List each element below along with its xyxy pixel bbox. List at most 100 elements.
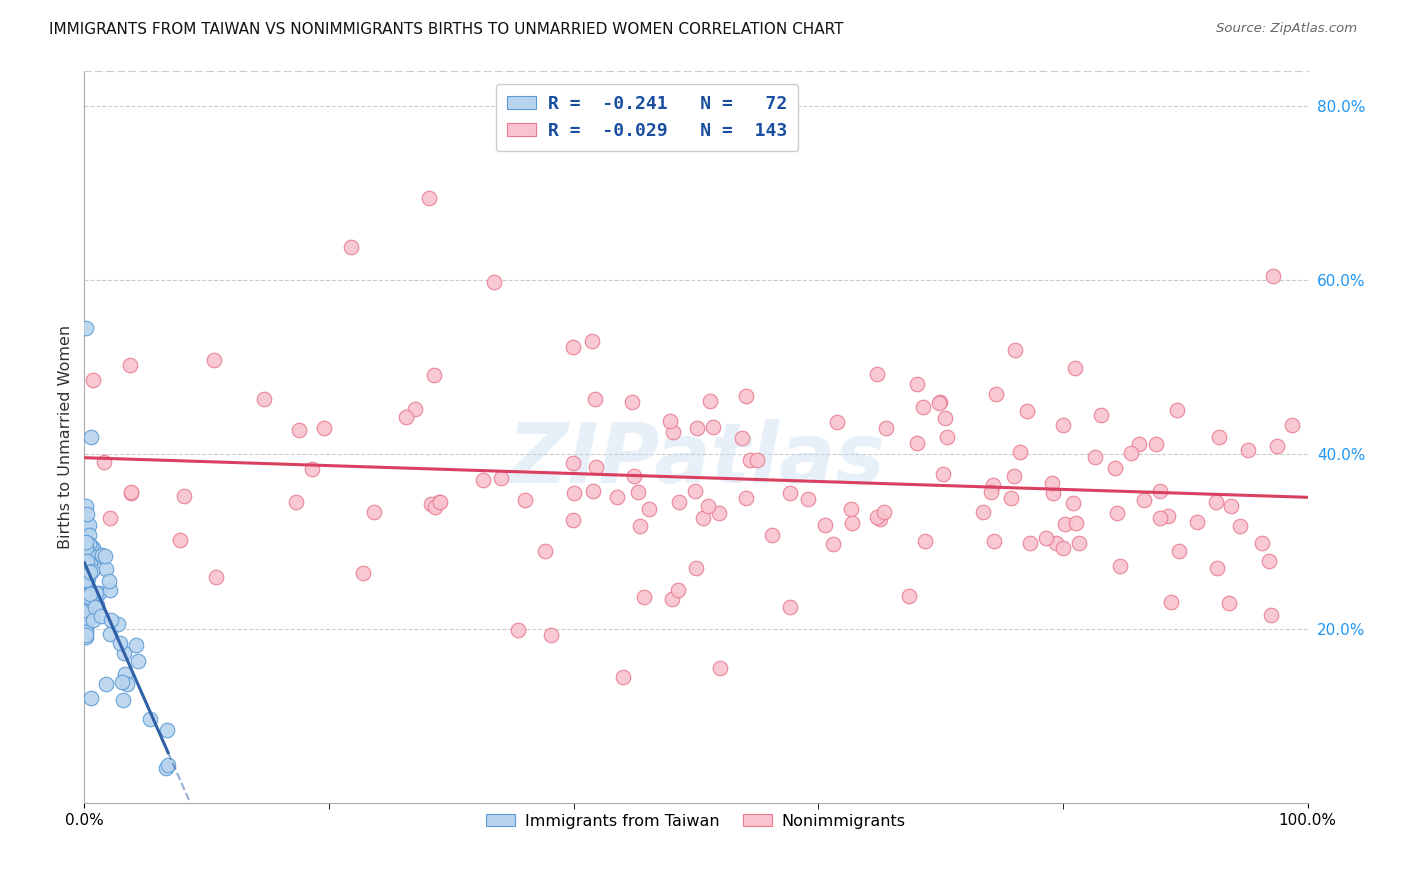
Point <box>928 396 950 410</box>
Point <box>84 550 107 565</box>
Point <box>363 505 385 519</box>
Point <box>91 548 114 562</box>
Point <box>1017 403 1039 417</box>
Point <box>873 505 896 519</box>
Point <box>79 586 101 600</box>
Point <box>731 431 754 445</box>
Point <box>709 506 731 520</box>
Point <box>1208 430 1230 444</box>
Point <box>1260 608 1282 623</box>
Point <box>1008 445 1031 459</box>
Point <box>429 495 451 509</box>
Point <box>107 616 129 631</box>
Point <box>1121 446 1143 460</box>
Point <box>1220 499 1243 513</box>
Point <box>666 582 689 597</box>
Point <box>79 591 101 605</box>
Point <box>173 489 195 503</box>
Point <box>1000 491 1022 505</box>
Point <box>583 392 606 407</box>
Legend: Immigrants from Taiwan, Nonimmigrants: Immigrants from Taiwan, Nonimmigrants <box>479 807 912 835</box>
Point <box>740 453 762 467</box>
Point <box>90 608 112 623</box>
Point <box>314 421 336 435</box>
Point <box>75 516 97 530</box>
Point <box>1251 536 1274 550</box>
Point <box>76 590 98 604</box>
Point <box>668 495 690 509</box>
Point <box>1205 494 1227 508</box>
Point <box>606 490 628 504</box>
Point <box>87 586 110 600</box>
Point <box>685 421 707 435</box>
Point <box>108 636 131 650</box>
Text: ZIPatlas: ZIPatlas <box>508 418 884 500</box>
Point <box>98 511 121 525</box>
Point <box>912 400 935 414</box>
Point <box>120 485 142 500</box>
Point <box>582 484 605 499</box>
Point <box>875 420 897 434</box>
Point <box>76 605 98 619</box>
Point <box>869 512 891 526</box>
Point <box>1168 544 1191 558</box>
Point <box>202 353 225 368</box>
Point <box>82 541 104 556</box>
Point <box>683 484 706 499</box>
Point <box>1157 508 1180 523</box>
Point <box>75 524 97 539</box>
Point <box>76 612 98 626</box>
Point <box>1229 518 1251 533</box>
Point <box>340 240 363 254</box>
Point <box>612 669 634 683</box>
Point <box>1144 437 1167 451</box>
Point <box>75 534 97 549</box>
Point <box>1062 496 1084 510</box>
Point <box>1149 511 1171 525</box>
Point <box>76 611 98 625</box>
Point <box>76 571 98 585</box>
Point <box>139 712 162 726</box>
Point <box>75 541 97 556</box>
Point <box>1166 403 1188 417</box>
Point <box>1187 515 1209 529</box>
Point <box>155 761 177 775</box>
Point <box>418 191 440 205</box>
Point <box>662 425 685 440</box>
Point <box>491 471 513 485</box>
Point <box>205 570 228 584</box>
Point <box>1236 442 1258 457</box>
Point <box>972 505 994 519</box>
Point <box>82 613 104 627</box>
Point <box>118 358 141 372</box>
Point <box>841 516 863 530</box>
Point <box>77 528 100 542</box>
Point <box>747 453 769 467</box>
Point <box>506 624 529 638</box>
Point <box>685 561 707 575</box>
Point <box>94 549 117 564</box>
Point <box>623 469 645 483</box>
Point <box>779 486 801 500</box>
Point <box>80 549 103 564</box>
Point <box>1084 450 1107 464</box>
Point <box>75 566 97 581</box>
Point <box>779 600 801 615</box>
Point <box>1281 418 1303 433</box>
Point <box>1133 492 1156 507</box>
Point <box>1004 343 1026 358</box>
Point <box>86 586 108 600</box>
Point <box>96 677 118 691</box>
Point <box>111 693 134 707</box>
Text: IMMIGRANTS FROM TAIWAN VS NONIMMIGRANTS BIRTHS TO UNMARRIED WOMEN CORRELATION CH: IMMIGRANTS FROM TAIWAN VS NONIMMIGRANTS … <box>49 22 844 37</box>
Point <box>761 528 783 542</box>
Point <box>1107 506 1129 520</box>
Point <box>814 518 837 533</box>
Point <box>839 502 862 516</box>
Point <box>1052 541 1074 555</box>
Point <box>80 690 103 705</box>
Point <box>77 537 100 551</box>
Point <box>709 661 731 675</box>
Point <box>76 574 98 588</box>
Point <box>79 565 101 579</box>
